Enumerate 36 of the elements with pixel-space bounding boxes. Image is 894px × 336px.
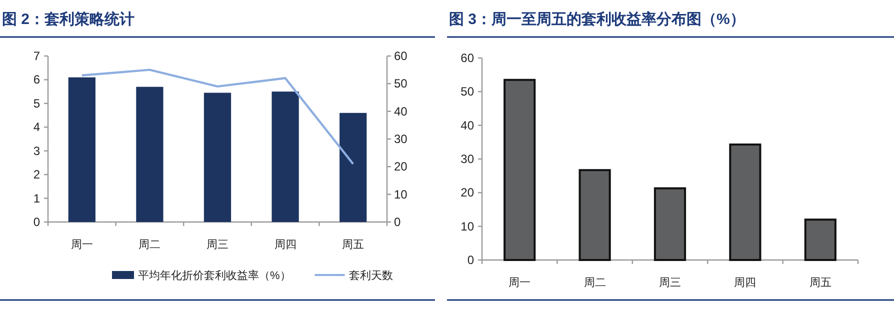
x-tick-label: 周四 [734, 277, 756, 289]
y2-tick-label: 50 [394, 76, 408, 91]
y-tick-label: 1 [33, 191, 40, 206]
x-tick-label: 周二 [584, 277, 606, 289]
x-tick-label: 周五 [809, 277, 832, 289]
y-tick-label: 30 [460, 152, 474, 166]
x-tick-label: 周一 [508, 277, 531, 289]
y-tick-label: 3 [33, 144, 40, 158]
y-tick-label: 60 [460, 51, 474, 65]
x-tick-label: 周二 [138, 239, 161, 251]
y2-tick-label: 0 [394, 215, 401, 229]
x-tick-label: 周五 [342, 239, 364, 251]
y2-tick-label: 60 [394, 49, 408, 63]
y2-tick-label: 40 [394, 104, 408, 118]
x-tick-label: 周四 [274, 239, 296, 251]
x-tick-label: 周一 [70, 239, 93, 251]
y-tick-label: 0 [467, 253, 474, 267]
y-tick-label: 2 [33, 168, 40, 182]
y-tick-label: 10 [460, 219, 474, 234]
y-tick-label: 0 [33, 215, 40, 229]
y-tick-label: 4 [33, 120, 40, 134]
y-tick-label: 50 [460, 84, 474, 99]
chart-title: 图 3：周一至周五的套利收益率分布图（%） [449, 10, 745, 28]
y2-tick-label: 20 [394, 160, 408, 174]
y-tick-label: 40 [460, 118, 474, 132]
y2-tick-label: 30 [394, 132, 408, 146]
x-tick-label: 周三 [659, 277, 681, 289]
x-tick-label: 周三 [206, 239, 228, 251]
legend-label: 平均年化折价套利收益率（%） [138, 269, 291, 282]
y2-tick-label: 10 [394, 187, 408, 202]
y-tick-label: 5 [33, 96, 40, 110]
y-tick-label: 20 [460, 186, 474, 200]
y-tick-label: 7 [33, 49, 40, 63]
y-tick-label: 6 [33, 72, 40, 87]
chart-title: 图 2：套利策略统计 [2, 11, 135, 28]
legend-label: 套利天数 [348, 269, 393, 282]
